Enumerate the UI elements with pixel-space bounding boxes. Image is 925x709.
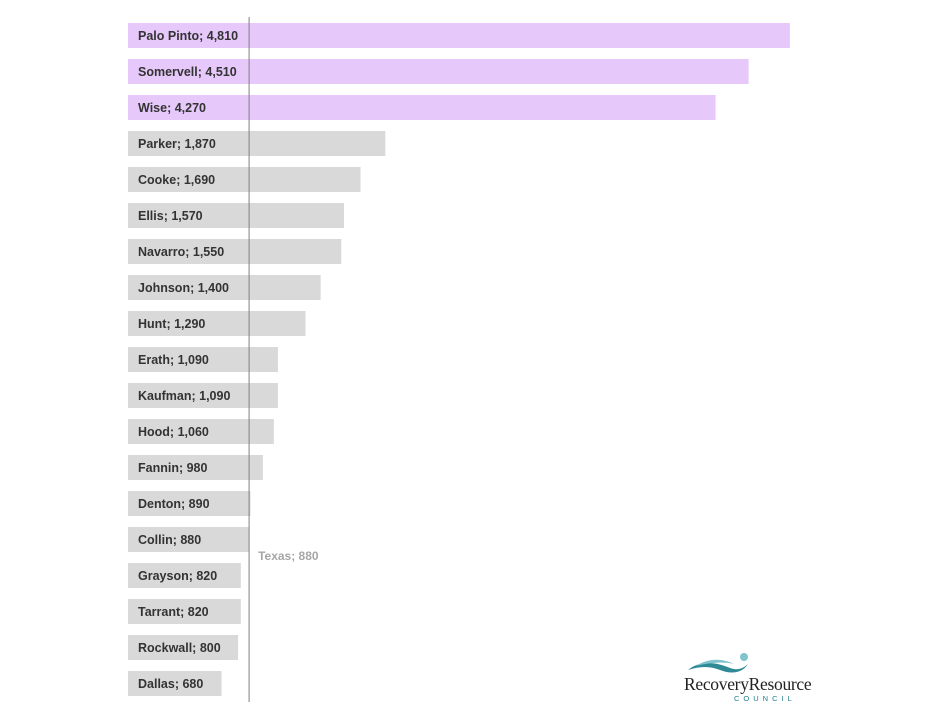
swimmer-wave-icon [688, 653, 748, 673]
bar-label: Somervell; 4,510 [138, 65, 237, 79]
bar-label: Collin; 880 [138, 533, 201, 547]
bar-label: Parker; 1,870 [138, 137, 216, 151]
bar-rockwall [128, 635, 239, 660]
bar-johnson [128, 275, 321, 300]
reference-label: Texas; 880 [258, 549, 319, 563]
bar-ellis [128, 203, 345, 228]
bar-label: Grayson; 820 [138, 569, 217, 583]
bar-tarrant [128, 599, 241, 624]
bar-label: Ellis; 1,570 [138, 209, 203, 223]
logo-text-main: RecoveryResource [684, 674, 812, 694]
bar-palo-pinto [128, 23, 790, 48]
bar-label: Fannin; 980 [138, 461, 208, 475]
bar-cooke [128, 167, 361, 192]
bar-label: Navarro; 1,550 [138, 245, 224, 259]
bar-label: Denton; 890 [138, 497, 210, 511]
bar-grayson [128, 563, 241, 588]
bar-label: Palo Pinto; 4,810 [138, 29, 238, 43]
bar-label: Erath; 1,090 [138, 353, 209, 367]
bar-somervell [128, 59, 749, 84]
bar-fannin [128, 455, 263, 480]
bar-wise [128, 95, 716, 120]
bar-label: Kaufman; 1,090 [138, 389, 230, 403]
bar-label: Johnson; 1,400 [138, 281, 229, 295]
bar-label: Wise; 4,270 [138, 101, 206, 115]
bar-collin [128, 527, 250, 552]
bar-label: Dallas; 680 [138, 677, 203, 691]
bar-parker [128, 131, 386, 156]
bar-label: Cooke; 1,690 [138, 173, 215, 187]
bar-kaufman [128, 383, 278, 408]
bar-label: Hood; 1,060 [138, 425, 209, 439]
bar-navarro [128, 239, 342, 264]
logo-text-sub: COUNCIL [734, 694, 796, 703]
bar-hunt [128, 311, 306, 336]
bar-label: Hunt; 1,290 [138, 317, 205, 331]
bar-label: Rockwall; 800 [138, 641, 221, 655]
bar-label: Tarrant; 820 [138, 605, 209, 619]
bar-dallas [128, 671, 222, 696]
bar-erath [128, 347, 278, 372]
recovery-resource-council-logo: RecoveryResource COUNCIL [680, 652, 820, 704]
bar-denton [128, 491, 251, 516]
